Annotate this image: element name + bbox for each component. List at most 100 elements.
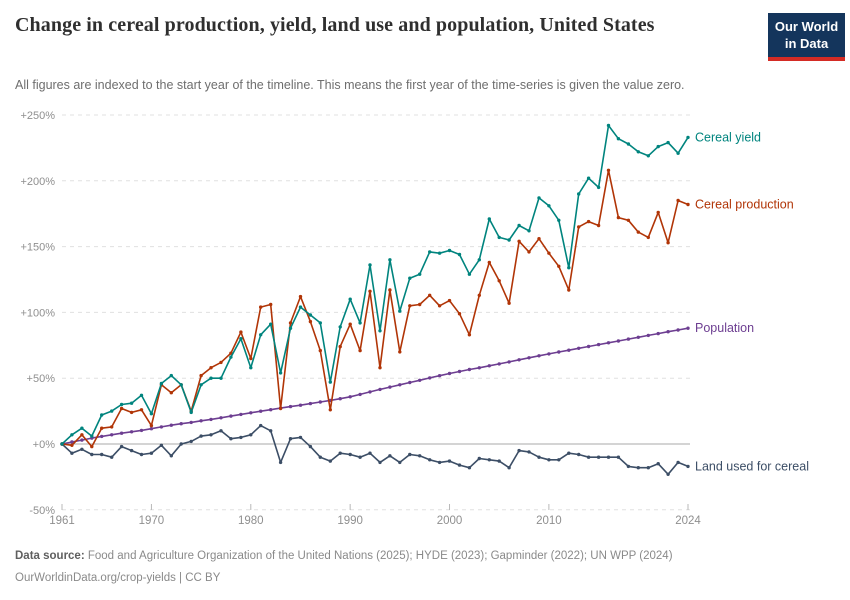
series-point-population-2005 [497,362,501,366]
series-point-cereal-yield-1969 [139,393,144,397]
series-point-land-used-for-cereal-1991 [358,455,362,459]
series-point-cereal-production-1966 [110,425,114,429]
series-point-cereal-production-1976 [209,366,213,370]
series-point-population-1979 [239,412,243,417]
series-point-land-used-for-cereal-2009 [537,455,541,459]
series-point-cereal-production-1999 [437,304,442,308]
series-point-land-used-for-cereal-1987 [318,455,322,459]
series-point-population-1984 [288,404,293,409]
series-point-cereal-yield-1978 [229,355,233,359]
series-point-cereal-yield-1991 [358,321,362,325]
series-point-land-used-for-cereal-1975 [199,434,203,438]
series-point-cereal-production-2001 [457,312,462,316]
series-point-cereal-production-1963 [80,433,84,437]
series-point-cereal-production-1988 [328,408,332,412]
ytick-label-0: +0% [33,439,56,451]
series-point-population-2013 [577,346,581,350]
series-point-population-1977 [219,416,223,420]
series-point-land-used-for-cereal-2022 [666,472,670,476]
series-point-land-used-for-cereal-2000 [447,459,452,463]
series-point-population-2017 [616,339,621,343]
series-point-land-used-for-cereal-1982 [269,429,273,433]
series-point-land-used-for-cereal-2015 [596,455,601,459]
series-point-cereal-yield-2002 [467,272,472,276]
series-point-cereal-yield-2009 [537,196,541,200]
series-line-cereal-yield[interactable] [61,124,689,445]
series-point-cereal-yield-2015 [596,185,601,190]
series-point-population-1963 [80,438,84,442]
series-point-population-1962 [70,440,74,444]
series-point-population-1999 [437,374,442,378]
series-point-land-used-for-cereal-1995 [398,460,402,465]
series-point-land-used-for-cereal-1979 [239,435,243,440]
series-point-cereal-yield-2013 [577,192,581,196]
series-point-cereal-production-2002 [467,333,472,337]
data-source-line: Data source: Food and Agriculture Organi… [15,545,835,567]
series-point-cereal-yield-2023 [676,151,680,155]
series-point-cereal-yield-1966 [110,409,114,413]
series-point-land-used-for-cereal-2016 [606,455,611,459]
series-point-cereal-production-1972 [169,391,173,395]
legend-label-land-used-for-cereal[interactable]: Land used for cereal [695,459,809,473]
series-point-cereal-yield-1968 [129,401,134,405]
series-point-cereal-production-1984 [288,321,293,325]
series-point-population-2019 [636,335,640,339]
series-line-land-used-for-cereal[interactable] [61,424,689,476]
line-chart-canvas[interactable]: +250% +200% +150% +100% +50% +0% -50%1961 1970 1… [0,100,850,545]
series-point-land-used-for-cereal-2021 [656,462,660,466]
series-point-cereal-yield-2000 [447,248,452,253]
series-point-cereal-production-1983 [278,406,283,411]
series-point-land-used-for-cereal-2024 [686,464,690,469]
series-point-cereal-production-1995 [398,350,402,354]
series-point-population-1966 [110,433,114,437]
series-point-cereal-yield-2019 [636,150,640,154]
series-point-cereal-production-2017 [616,215,621,220]
data-source-label: Data source: [15,550,85,562]
series-point-population-2003 [477,366,481,370]
series-point-land-used-for-cereal-1992 [368,451,372,455]
series-point-cereal-yield-1967 [119,402,124,407]
series-point-population-2014 [586,344,591,349]
series-line-cereal-production[interactable] [61,169,689,448]
series-point-land-used-for-cereal-2011 [557,458,561,462]
series-point-population-1970 [149,427,154,431]
series-point-land-used-for-cereal-2003 [477,456,481,461]
legend-label-cereal-production[interactable]: Cereal production [695,197,794,211]
series-point-land-used-for-cereal-1964 [90,452,94,457]
series-point-land-used-for-cereal-2010 [547,458,551,462]
series-point-cereal-production-1990 [348,322,352,326]
series-point-land-used-for-cereal-1984 [288,437,293,441]
legend-label-cereal-yield[interactable]: Cereal yield [695,130,761,144]
series-point-cereal-production-2004 [487,260,491,265]
series-point-land-used-for-cereal-1971 [159,443,164,447]
legend-label-population[interactable]: Population [695,321,754,335]
series-point-land-used-for-cereal-1988 [328,459,332,463]
series-point-land-used-for-cereal-2020 [646,466,650,470]
series-point-population-1989 [338,397,342,401]
series-point-land-used-for-cereal-1983 [278,460,283,465]
series-point-land-used-for-cereal-2008 [527,450,531,454]
series-point-cereal-yield-1973 [179,383,183,387]
series-point-cereal-production-1996 [408,304,412,308]
series-point-cereal-yield-1975 [199,383,203,387]
series-point-land-used-for-cereal-1966 [110,455,114,459]
series-point-cereal-yield-1970 [149,412,154,416]
series-point-cereal-production-1969 [139,408,144,412]
series-point-cereal-production-1975 [199,373,203,378]
series-line-population[interactable] [61,327,689,445]
series-point-cereal-yield-1986 [308,313,313,317]
ytick-label-150: +150% [20,242,55,254]
series-point-population-1997 [418,378,422,382]
series-point-cereal-yield-2020 [646,154,650,158]
series-point-land-used-for-cereal-2014 [586,455,591,459]
series-point-population-1981 [259,409,263,413]
series-point-cereal-production-2006 [507,301,511,305]
series-point-population-2016 [606,341,611,345]
license-line[interactable]: OurWorldinData.org/crop-yields | CC BY [15,572,221,585]
xtick-label-2024: 2024 [675,515,701,527]
series-point-population-2009 [537,354,541,358]
series-point-cereal-yield-2014 [586,176,591,180]
xtick-label-2000: 2000 [437,515,463,527]
series-point-cereal-yield-1965 [100,413,104,417]
series-point-land-used-for-cereal-2013 [577,452,581,457]
